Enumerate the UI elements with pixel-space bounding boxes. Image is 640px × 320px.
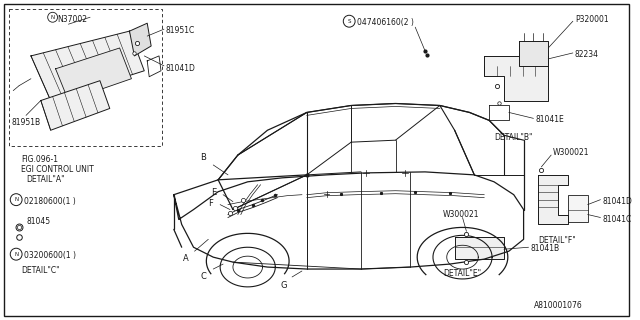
Text: DETAIL"C": DETAIL"C" [21,266,60,275]
Text: 81041B: 81041B [531,244,559,253]
Text: N: N [14,197,18,202]
Text: DETAIL"E": DETAIL"E" [443,269,481,278]
Text: 81041C: 81041C [602,214,632,224]
Text: DETAIL"B": DETAIL"B" [494,133,532,142]
Text: N37002: N37002 [58,15,88,24]
Text: 81041D: 81041D [602,197,632,206]
Polygon shape [518,41,548,66]
Text: P320001: P320001 [575,15,609,24]
Text: A: A [183,254,189,263]
Text: 81041E: 81041E [536,116,564,124]
Text: 81951C: 81951C [166,26,195,35]
Text: FIG.096-1: FIG.096-1 [21,155,58,164]
Text: S: S [348,19,351,24]
Text: 02180600(1 ): 02180600(1 ) [24,197,76,206]
Polygon shape [56,48,131,100]
Text: W300021: W300021 [443,210,479,219]
Text: N: N [51,15,54,20]
Polygon shape [454,237,504,259]
Text: E: E [211,188,216,197]
Text: 82234: 82234 [575,50,599,59]
Text: 03200600(1 ): 03200600(1 ) [24,251,76,260]
Text: B: B [200,153,206,162]
Text: W300021: W300021 [553,148,589,157]
Text: 81041D: 81041D [166,64,196,73]
Bar [568,195,588,222]
Polygon shape [41,81,110,130]
Text: N: N [14,252,18,257]
Text: G: G [280,281,287,290]
Text: F: F [209,199,213,208]
Text: 81951B: 81951B [12,118,40,127]
Text: A810001076: A810001076 [534,301,582,310]
Text: 047406160(2 ): 047406160(2 ) [357,18,414,27]
Text: C: C [200,272,206,281]
Text: 81045: 81045 [26,218,50,227]
Polygon shape [129,23,151,56]
Text: DETAIL"A": DETAIL"A" [26,175,65,184]
Polygon shape [538,175,568,224]
Polygon shape [484,56,548,100]
Polygon shape [31,31,144,100]
Text: EGI CONTROL UNIT: EGI CONTROL UNIT [21,165,94,174]
Text: DETAIL"F": DETAIL"F" [538,236,576,245]
